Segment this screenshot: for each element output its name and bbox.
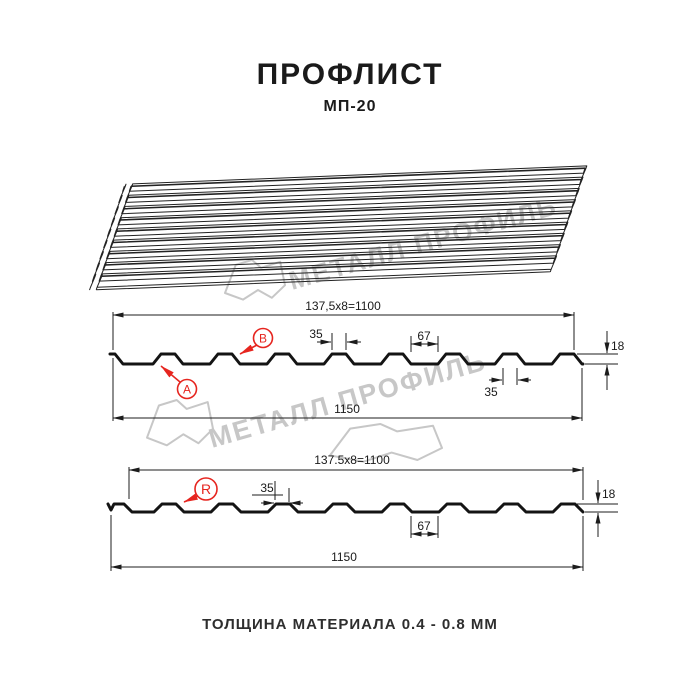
dim-overall-width-top: [112, 358, 583, 421]
brand-emblem-icon: [329, 423, 443, 463]
callout-b: B: [239, 327, 274, 355]
dim-height-18-bottom: [577, 480, 618, 537]
dim-overall-label-bottom: 1150: [331, 550, 357, 564]
dim-height-18-top: [577, 331, 618, 390]
dim-rib-top-label-top: 35: [309, 327, 323, 341]
dim-rib-top-35-top: [317, 333, 361, 350]
dim-working-width-bottom: [128, 467, 584, 500]
dim-height-label-bottom: 18: [602, 487, 616, 501]
page-title: ПРОФЛИСТ: [256, 58, 444, 91]
dim-rib-top-35-bottom: [252, 481, 303, 506]
sheet-3d-outline: [89, 165, 588, 291]
cross-section-top: 137,5x8=1100 1150 35 67: [108, 299, 625, 421]
dim-working-width-label-top: 137,5x8=1100: [305, 299, 381, 313]
callout-b-label: B: [259, 332, 267, 346]
dim-flat-label-top: 67: [417, 329, 431, 343]
cross-section-bottom: 137.5x8=1100 1150 35 67: [106, 453, 618, 571]
callout-a: A: [160, 365, 198, 400]
dim-rib-bottom-35-top: [489, 368, 531, 385]
dim-working-width-top: [112, 312, 575, 350]
page-subtitle: МП-20: [323, 98, 377, 115]
dim-flat-label-bottom: 67: [417, 519, 431, 533]
profiled-sheet-3d-view: [89, 165, 588, 291]
dim-rib-bottom-label-top: 35: [484, 385, 498, 399]
callout-r: R: [183, 477, 218, 503]
callout-a-label: A: [183, 383, 191, 397]
profile-outline-bottom: [106, 502, 585, 514]
dim-flat-67-bottom: [410, 516, 439, 538]
dim-flat-67-top: [410, 336, 439, 352]
brand-emblem-icon: [146, 399, 214, 447]
dim-overall-label-top: 1150: [334, 402, 360, 416]
material-thickness-note: ТОЛЩИНА МАТЕРИАЛА 0.4 - 0.8 ММ: [202, 616, 498, 633]
dim-working-width-label-bottom: 137.5x8=1100: [314, 453, 390, 467]
dim-rib-top-label-bottom: 35: [260, 481, 274, 495]
dim-height-label-top: 18: [611, 339, 625, 353]
callout-r-label: R: [201, 481, 211, 497]
watermark-text: МЕТАЛЛ ПРОФИЛЬ: [205, 346, 490, 454]
dim-overall-width-bottom: [110, 515, 584, 571]
profile-outline-top: [108, 352, 585, 366]
